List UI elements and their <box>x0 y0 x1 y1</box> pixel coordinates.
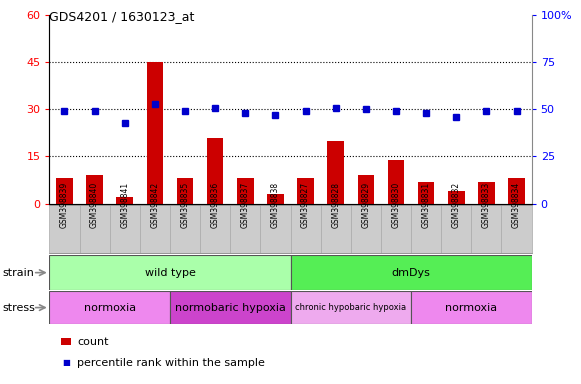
Text: strain: strain <box>3 268 35 278</box>
Bar <box>357 175 374 204</box>
Bar <box>388 160 404 204</box>
Text: GSM398830: GSM398830 <box>392 181 400 227</box>
Bar <box>177 179 193 204</box>
Text: dmDys: dmDys <box>392 268 431 278</box>
Bar <box>290 291 411 324</box>
Text: wild type: wild type <box>145 268 195 278</box>
Text: GSM398831: GSM398831 <box>422 181 431 227</box>
Text: GSM398838: GSM398838 <box>271 181 280 227</box>
Text: GSM398836: GSM398836 <box>211 181 220 227</box>
Text: GSM398840: GSM398840 <box>90 181 99 227</box>
Text: GSM398839: GSM398839 <box>60 181 69 227</box>
Bar <box>237 179 253 204</box>
Text: GSM398837: GSM398837 <box>241 181 250 227</box>
Bar <box>56 179 73 204</box>
Bar <box>49 291 170 324</box>
Text: GSM398827: GSM398827 <box>301 181 310 227</box>
Text: ■: ■ <box>62 358 70 367</box>
Bar <box>297 179 314 204</box>
Bar <box>411 291 532 324</box>
Bar <box>116 197 133 204</box>
Bar <box>267 194 284 204</box>
Bar <box>508 179 525 204</box>
Bar <box>207 138 224 204</box>
Text: GSM398842: GSM398842 <box>150 181 159 227</box>
Text: chronic hypobaric hypoxia: chronic hypobaric hypoxia <box>295 303 406 312</box>
Bar <box>478 182 494 204</box>
Text: normoxia: normoxia <box>445 303 497 313</box>
Text: normoxia: normoxia <box>84 303 136 313</box>
Text: normobaric hypoxia: normobaric hypoxia <box>175 303 286 313</box>
Bar <box>448 191 465 204</box>
Bar <box>87 175 103 204</box>
Text: stress: stress <box>3 303 36 313</box>
Bar <box>328 141 344 204</box>
Text: GSM398833: GSM398833 <box>482 181 491 227</box>
Text: GSM398841: GSM398841 <box>120 181 129 227</box>
Text: percentile rank within the sample: percentile rank within the sample <box>77 358 265 368</box>
Bar <box>49 255 290 290</box>
Text: count: count <box>77 337 109 347</box>
Text: GSM398829: GSM398829 <box>361 181 370 227</box>
Text: GSM398835: GSM398835 <box>181 181 189 227</box>
Bar <box>170 291 290 324</box>
Bar <box>146 62 163 204</box>
Text: GSM398828: GSM398828 <box>331 182 340 227</box>
Text: GDS4201 / 1630123_at: GDS4201 / 1630123_at <box>49 10 195 23</box>
Text: GSM398832: GSM398832 <box>452 181 461 227</box>
Bar <box>418 182 435 204</box>
Bar <box>290 255 532 290</box>
Text: GSM398834: GSM398834 <box>512 181 521 227</box>
